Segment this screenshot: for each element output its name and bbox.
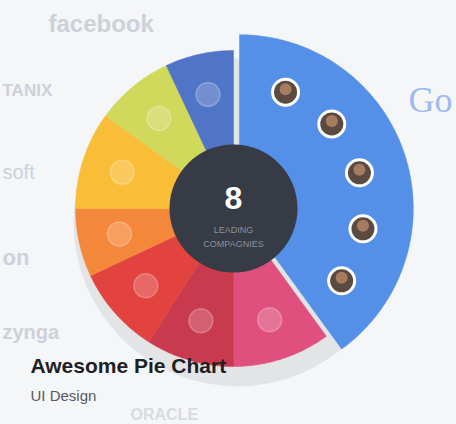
svg-text:facebook: facebook xyxy=(49,10,155,37)
svg-text:8: 8 xyxy=(225,180,243,216)
svg-text:on: on xyxy=(3,245,30,270)
svg-text:Awesome Pie Chart: Awesome Pie Chart xyxy=(31,354,227,377)
svg-text:ORACLE: ORACLE xyxy=(131,406,199,423)
svg-text:COMPAGNIES: COMPAGNIES xyxy=(203,239,263,249)
svg-text:zynga: zynga xyxy=(3,321,61,343)
svg-text:TANIX: TANIX xyxy=(3,81,53,100)
svg-text:UI Design: UI Design xyxy=(31,387,97,404)
svg-text:LEADING: LEADING xyxy=(214,225,254,235)
svg-text:Go: Go xyxy=(409,80,453,120)
svg-text:soft: soft xyxy=(3,161,36,183)
